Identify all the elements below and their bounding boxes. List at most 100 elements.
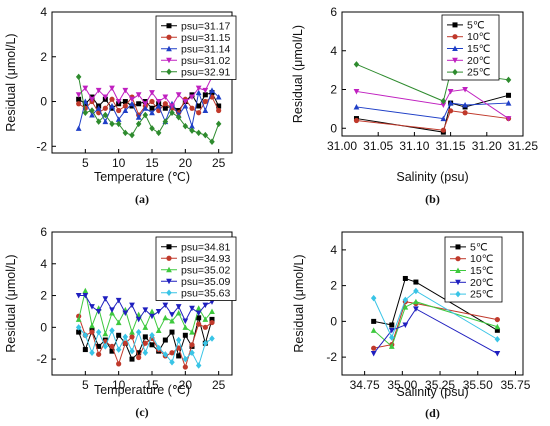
data-point bbox=[136, 354, 142, 361]
panel-caption: (c) bbox=[135, 405, 148, 419]
data-point bbox=[75, 316, 82, 322]
data-point bbox=[76, 96, 82, 102]
data-point bbox=[135, 114, 142, 120]
data-point bbox=[89, 322, 95, 329]
data-point bbox=[195, 310, 202, 317]
y-tick-label: 2 bbox=[40, 50, 47, 64]
data-point bbox=[155, 99, 162, 105]
data-point bbox=[122, 87, 129, 94]
data-point bbox=[169, 359, 175, 366]
data-point bbox=[169, 109, 175, 116]
data-point bbox=[447, 88, 454, 95]
x-tick-label: 31.25 bbox=[508, 139, 538, 153]
data-point bbox=[196, 103, 202, 109]
data-point bbox=[447, 100, 454, 106]
data-point bbox=[353, 117, 360, 124]
data-point bbox=[195, 129, 202, 137]
data-point bbox=[95, 87, 102, 94]
x-tick-label: 25 bbox=[212, 156, 226, 170]
data-point bbox=[182, 355, 189, 363]
data-point bbox=[135, 316, 142, 323]
data-point bbox=[182, 99, 189, 105]
data-point bbox=[136, 101, 142, 107]
data-point bbox=[162, 105, 168, 111]
y-tick-label: -2 bbox=[36, 139, 47, 153]
series-line bbox=[78, 74, 219, 107]
legend-entry: 25℃ bbox=[467, 67, 491, 79]
data-point bbox=[505, 116, 512, 122]
data-point bbox=[189, 127, 195, 134]
data-point bbox=[129, 96, 135, 103]
data-point bbox=[96, 351, 102, 357]
data-point bbox=[89, 349, 95, 357]
data-point bbox=[189, 305, 195, 312]
data-point bbox=[196, 321, 202, 327]
x-axis-label: Temperature (℃) bbox=[94, 383, 190, 397]
data-point bbox=[202, 302, 209, 309]
data-point bbox=[109, 96, 115, 102]
series-3 bbox=[353, 87, 512, 122]
data-point bbox=[440, 115, 447, 122]
legend-entry: 20℃ bbox=[467, 55, 491, 67]
data-point bbox=[402, 275, 408, 281]
chart-panel-b: 31.00 31.05 31.10 31.15 31.20 31.25 0 2 4 6 Salini… bbox=[291, 5, 538, 206]
legend-entry: psu=31.17 bbox=[181, 20, 230, 32]
data-point bbox=[370, 294, 377, 302]
data-point bbox=[162, 351, 169, 358]
legend-marker bbox=[452, 34, 458, 40]
legend-marker bbox=[452, 45, 458, 51]
data-point bbox=[149, 313, 155, 320]
data-point bbox=[389, 334, 395, 341]
legend-entry: psu=32.91 bbox=[181, 66, 230, 78]
data-point bbox=[189, 94, 195, 101]
chart-panel-d: 34.75 35.00 35.25 35.50 35.75 -2 0 2 4 Salinity (… bbox=[292, 231, 531, 420]
data-point bbox=[129, 302, 135, 309]
data-point bbox=[142, 324, 149, 330]
data-point bbox=[115, 116, 122, 122]
series-0 bbox=[353, 92, 512, 135]
data-point bbox=[505, 76, 512, 84]
data-point bbox=[175, 304, 182, 310]
data-point bbox=[135, 92, 142, 98]
data-point bbox=[122, 333, 129, 341]
data-point bbox=[195, 89, 202, 96]
legend-marker bbox=[166, 278, 172, 285]
x-tick-label: 20 bbox=[179, 156, 193, 170]
data-point bbox=[155, 327, 162, 334]
data-point bbox=[462, 102, 468, 108]
data-point bbox=[195, 362, 202, 369]
data-point bbox=[169, 103, 175, 109]
y-tick-label: 2 bbox=[330, 279, 337, 293]
x-tick-label: 25 bbox=[212, 378, 226, 392]
data-point bbox=[175, 310, 182, 316]
data-point bbox=[96, 343, 102, 349]
data-point bbox=[109, 103, 115, 109]
series-line bbox=[78, 91, 220, 112]
data-point bbox=[176, 353, 182, 359]
x-tick-label: 35.75 bbox=[500, 378, 530, 392]
x-tick-label: 31.20 bbox=[472, 139, 502, 153]
data-point bbox=[109, 327, 115, 334]
legend-entry: psu=31.14 bbox=[181, 43, 230, 55]
data-point bbox=[89, 111, 95, 118]
data-point bbox=[75, 125, 82, 131]
data-point bbox=[75, 324, 82, 331]
data-point bbox=[413, 306, 419, 312]
legend-marker bbox=[166, 57, 172, 64]
data-point bbox=[162, 101, 168, 107]
data-point bbox=[149, 342, 155, 348]
series-3 bbox=[75, 72, 222, 109]
data-point bbox=[440, 102, 447, 108]
series-3 bbox=[370, 306, 501, 357]
data-point bbox=[149, 125, 155, 132]
y-tick-label: 0 bbox=[40, 95, 47, 109]
data-point bbox=[494, 336, 501, 343]
legend-entry: psu=35.09 bbox=[181, 276, 230, 288]
data-point bbox=[494, 323, 501, 330]
legend-marker bbox=[455, 244, 461, 250]
data-point bbox=[182, 332, 188, 338]
data-point bbox=[370, 327, 377, 333]
data-point bbox=[155, 344, 162, 352]
data-point bbox=[195, 305, 202, 311]
data-point bbox=[89, 96, 95, 103]
